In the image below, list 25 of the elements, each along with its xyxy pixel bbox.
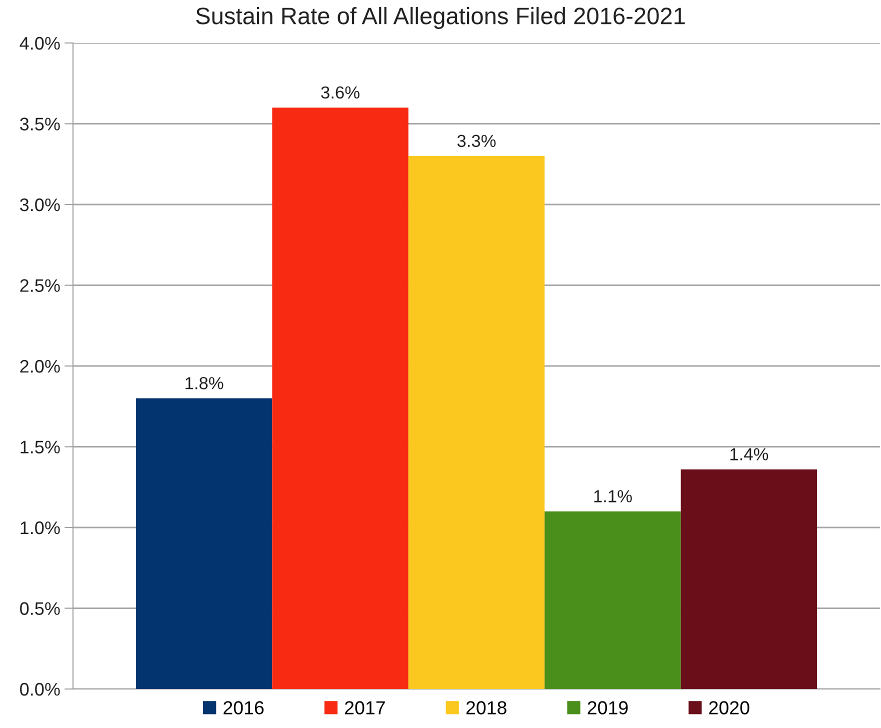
legend-label: 2016 bbox=[224, 701, 264, 714]
bar bbox=[272, 108, 408, 689]
y-tick-label: 1.5% bbox=[20, 440, 60, 454]
y-tick-label: 3.0% bbox=[20, 198, 60, 212]
data-label: 1.1% bbox=[594, 490, 632, 502]
y-tick-label: 0.0% bbox=[20, 682, 60, 696]
y-tick-label: 3.5% bbox=[20, 118, 60, 130]
legend-label: 2020 bbox=[709, 701, 750, 714]
bar bbox=[680, 469, 818, 689]
y-tick-label: 1.0% bbox=[20, 521, 60, 534]
y-tick-label: 0.5% bbox=[20, 602, 60, 615]
data-label: 3.6% bbox=[321, 86, 360, 99]
legend-label: 2018 bbox=[466, 701, 506, 714]
data-label: 3.3% bbox=[457, 134, 496, 148]
chart-title: Sustain Rate of All Allegations Filed 2016-2021 bbox=[196, 6, 685, 30]
legend-label: 2017 bbox=[345, 701, 385, 714]
bar bbox=[408, 156, 545, 689]
y-tick-label: 2.0% bbox=[20, 360, 60, 373]
bar bbox=[544, 511, 681, 689]
bar bbox=[136, 398, 272, 689]
data-label: 1.8% bbox=[186, 377, 224, 390]
data-label: 1.4% bbox=[730, 448, 768, 460]
legend-label: 2019 bbox=[588, 701, 628, 714]
y-tick-label: 4.0% bbox=[20, 36, 60, 50]
y-tick-label: 2.5% bbox=[20, 279, 60, 292]
